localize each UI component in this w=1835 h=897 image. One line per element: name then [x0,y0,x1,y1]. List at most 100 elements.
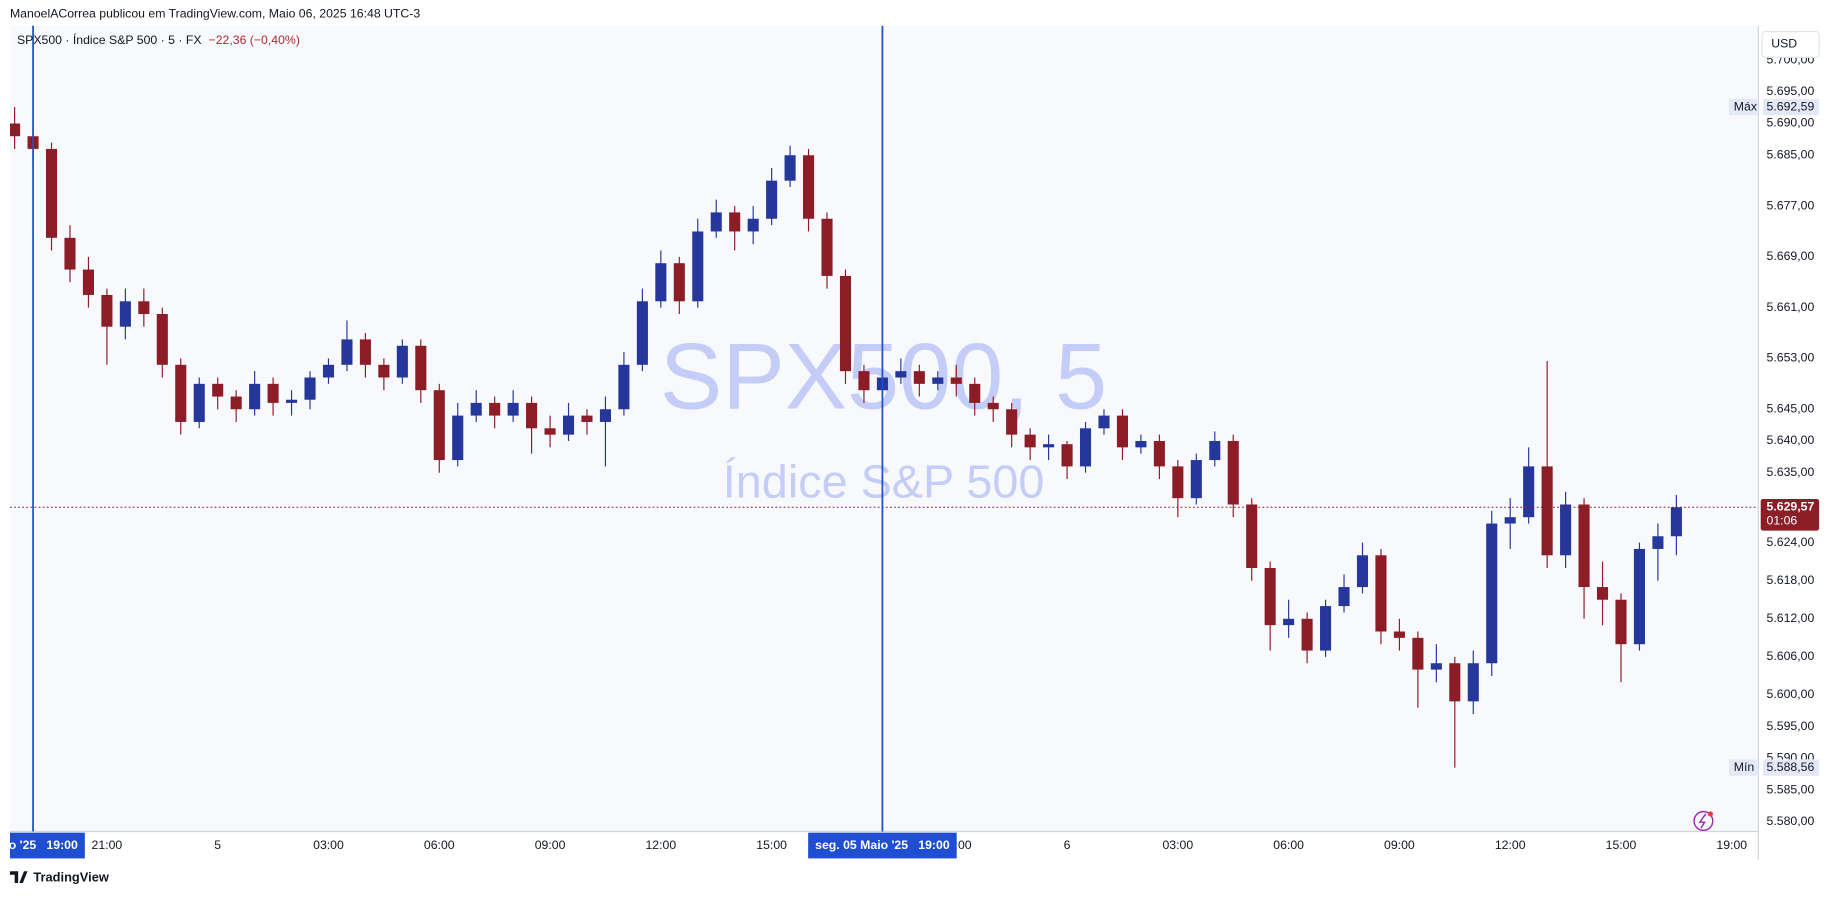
watermark-symbol: SPX500, 5 [660,323,1107,428]
currency-box: USD [1761,30,1820,58]
candle-body [1061,444,1073,467]
min-label-tag-bg [1729,759,1758,776]
candle-body [119,301,131,327]
candle-body [1449,663,1461,702]
y-tick-label: 5.618,00 [1767,573,1815,587]
candle-body [950,377,962,384]
candle-body [470,402,482,416]
max-label-tag: Máx [1734,99,1757,113]
candle-body [1006,409,1018,435]
y-tick-label: 5.624,00 [1767,535,1815,549]
candle-body [1024,434,1036,448]
candle-body [1615,599,1627,645]
countdown-label: 01:06 [1767,513,1798,527]
candle-body [729,212,741,232]
candle-body [212,383,224,397]
candle-body [526,402,538,429]
x-tick-label: 5 [214,838,221,852]
logo-mark [9,871,28,883]
candle-body [1467,663,1479,702]
candle-body [1652,536,1664,549]
candle-body [710,212,722,232]
candle-body [1190,460,1202,499]
candle-body [1560,504,1572,556]
max-label-value: 5.692,59 [1767,99,1815,113]
candle-body [599,409,611,422]
candle-body [1227,441,1239,505]
session-label-bg [9,832,85,859]
y-tick-label: 5.612,00 [1767,611,1815,625]
candle-body [1504,517,1516,524]
y-tick-label: 5.606,00 [1767,649,1815,663]
candle-body [1246,504,1258,568]
x-tick-label: 09:00 [1384,838,1415,852]
candle-body [1375,555,1387,632]
footer-logo: TradingView [9,870,110,885]
candle-body [1301,618,1313,651]
max-label-tag-bg [1729,98,1758,116]
candle-body [636,301,648,365]
alert-icon[interactable] [1693,810,1714,832]
candle-body [82,269,94,295]
y-tick-label: 5.645,00 [1767,401,1815,415]
alert-circle[interactable] [1693,810,1714,832]
candle-body [692,231,704,302]
candle-body [673,263,685,302]
candle-body [544,428,556,435]
min-label-value: 5.588,56 [1767,760,1815,774]
candle-body [415,345,427,391]
candle-body [1338,587,1350,607]
candle-body [839,275,852,372]
candle-body [230,396,242,410]
y-tick-label: 5.695,00 [1767,84,1815,98]
candle-body [1153,441,1165,467]
y-tick-label: 5.690,00 [1767,116,1815,130]
last-price-label: 5.629,57 [1767,499,1815,513]
candle-body [1486,523,1498,664]
candle-body [1523,466,1535,518]
x-tick-label: 12:00 [1495,838,1526,852]
watermark-description: Índice S&P 500 [723,456,1045,508]
candle-body [101,294,113,327]
candle-body [803,155,815,219]
candle-body [655,263,667,302]
candle-body [766,180,778,219]
session-label-bg [808,832,957,859]
candle-body [987,402,999,410]
currency-box-bg [1761,30,1820,58]
currency-label: USD [1771,37,1797,51]
max-label-value-bg [1763,98,1820,116]
candle-body [378,364,390,378]
candle-body [452,415,464,461]
candle-body [1079,428,1092,467]
candle-body [1264,567,1276,626]
candle-body [138,301,150,315]
candle-body [1356,555,1369,588]
candle-body [1116,415,1128,448]
candle-body [932,377,944,384]
candle-body [913,371,925,384]
last-price-bg [1760,499,1820,531]
header-text: ManoelACorrea publicou em TradingView.co… [10,6,420,20]
candle-body [507,402,519,416]
candle-body [1135,441,1147,448]
candle-body [895,371,907,378]
candle-body [821,218,833,276]
legend: SPX500 · Índice S&P 500 · 5 · FX −22,36 … [17,32,300,47]
y-tick-label: 5.635,00 [1767,465,1815,479]
candle-body [156,314,168,365]
x-tick-label: 06:00 [1273,838,1304,852]
candle-body [858,371,870,391]
candle-body [1283,618,1295,626]
candle-body [747,218,759,232]
candle-body [1043,444,1055,448]
candle-body [1541,466,1553,556]
plot-layer [9,107,1759,768]
overlay-layer: Maio '25 19:00 seg. 05 Maio '25 19:00 Máx 5… [0,25,1820,859]
candle-body [341,339,353,365]
candle-body [64,237,76,270]
y-tick-label: 5.685,00 [1767,147,1815,161]
y-tick-label: 5.669,00 [1767,249,1815,263]
price-axis-bg [1758,25,1835,860]
